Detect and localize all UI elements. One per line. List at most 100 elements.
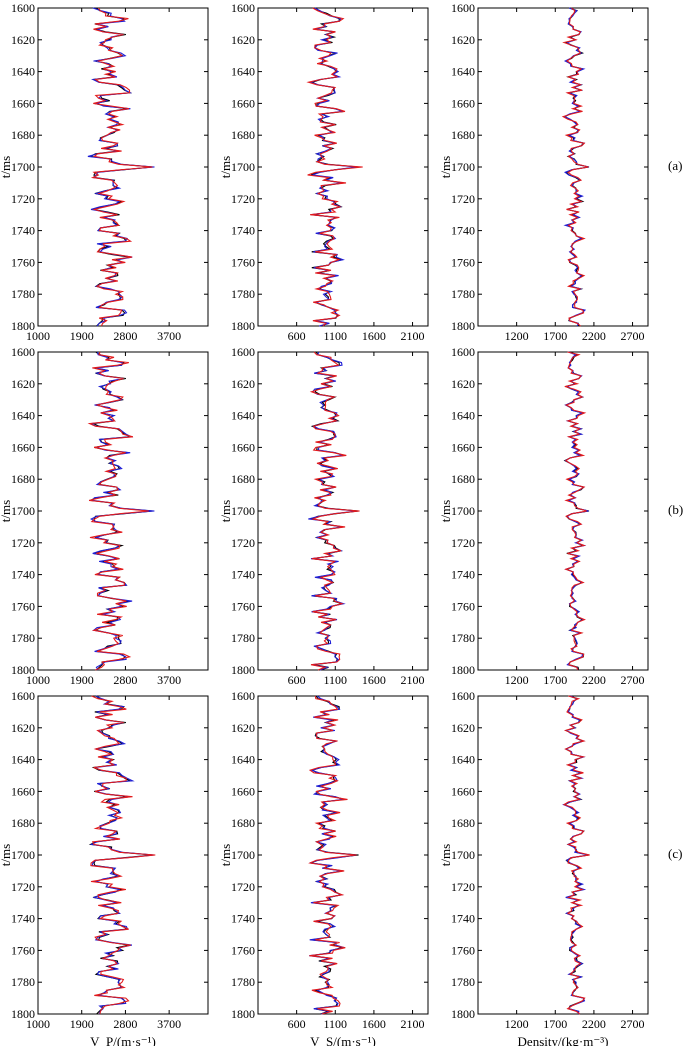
x-tick-label: 1100 (323, 1017, 347, 1031)
y-tick-label: 1780 (231, 287, 255, 301)
y-tick-label: 1600 (11, 689, 35, 703)
series-red (306, 7, 363, 327)
y-tick-label: 1780 (231, 631, 255, 645)
panel-frame (477, 7, 649, 327)
y-tick-label: 1740 (11, 224, 35, 238)
y-tick-label: 1640 (451, 409, 475, 423)
y-axis-label: t/ms (218, 156, 233, 178)
x-tick-label: 1200 (505, 329, 529, 343)
panel-r0-c2: 1600 1620 1640 1660 1680 1700 1720 1740 1760 1780… (438, 1, 649, 343)
y-tick-label: 1760 (231, 943, 255, 957)
x-tick-label: 2100 (401, 329, 425, 343)
y-tick-label: 1780 (11, 975, 35, 989)
y-tick-label: 1620 (451, 721, 475, 735)
x-tick-label: 2800 (113, 1017, 137, 1031)
x-tick-label: 1200 (505, 673, 529, 687)
panel-frame (257, 351, 429, 671)
x-tick-label: 2200 (582, 1017, 606, 1031)
y-tick-label: 1740 (231, 912, 255, 926)
y-tick-label: 1740 (11, 568, 35, 582)
y-tick-label: 1680 (451, 472, 475, 486)
series-red (562, 695, 590, 1015)
y-tick-label: 1740 (451, 224, 475, 238)
y-tick-label: 1700 (231, 504, 255, 518)
y-tick-label: 1780 (451, 975, 475, 989)
y-axis-label: t/ms (438, 844, 453, 866)
y-tick-label: 1600 (231, 1, 255, 15)
y-tick-label: 1780 (231, 975, 255, 989)
x-tick-label: 1900 (70, 673, 94, 687)
y-tick-label: 1600 (11, 345, 35, 359)
x-tick-label: 2200 (582, 673, 606, 687)
y-axis-label: t/ms (0, 844, 13, 866)
y-tick-label: 1600 (451, 689, 475, 703)
y-tick-label: 1800 (231, 663, 255, 677)
y-tick-label: 1720 (11, 536, 35, 550)
y-tick-label: 1720 (11, 880, 35, 894)
y-tick-label: 1800 (11, 663, 35, 677)
y-tick-label: 1780 (451, 631, 475, 645)
y-tick-label: 1620 (11, 377, 35, 391)
y-tick-label: 1800 (451, 663, 475, 677)
x-tick-label: 600 (288, 673, 306, 687)
series-blue (308, 7, 357, 327)
y-tick-label: 1700 (451, 848, 475, 862)
x-tick-label: 2700 (621, 673, 645, 687)
y-tick-label: 1720 (11, 192, 35, 206)
panel-r2-c2: 1600 1620 1640 1660 1680 1700 1720 1740 1760 1780… (438, 689, 649, 1046)
panel-r2-c1: 1600 1620 1640 1660 1680 1700 1720 1740 1760 1780… (218, 689, 429, 1046)
x-axis-label: V_S/(m·s⁻¹) (310, 1034, 376, 1046)
y-tick-label: 1740 (451, 568, 475, 582)
y-tick-label: 1760 (231, 255, 255, 269)
x-tick-label: 1700 (543, 673, 567, 687)
y-tick-label: 1740 (231, 568, 255, 582)
y-tick-label: 1620 (231, 33, 255, 47)
x-tick-label: 2800 (113, 673, 137, 687)
y-tick-label: 1660 (451, 440, 475, 454)
panel-r1-c1: 1600 1620 1640 1660 1680 1700 1720 1740 1760 1780… (218, 345, 429, 687)
panel-r2-c0: 1600 1620 1640 1660 1680 1700 1720 1740 1760 1780… (0, 689, 209, 1046)
x-tick-label: 2200 (582, 329, 606, 343)
y-tick-label: 1700 (11, 160, 35, 174)
x-tick-label: 3700 (157, 329, 181, 343)
y-tick-label: 1700 (451, 504, 475, 518)
panel-frame (477, 351, 649, 671)
y-tick-label: 1660 (231, 784, 255, 798)
x-tick-label: 3700 (157, 673, 181, 687)
x-tick-label: 1900 (70, 329, 94, 343)
y-tick-label: 1660 (231, 96, 255, 110)
y-tick-label: 1720 (231, 536, 255, 550)
y-tick-label: 1700 (231, 848, 255, 862)
y-tick-label: 1660 (11, 440, 35, 454)
y-tick-label: 1800 (451, 319, 475, 333)
x-tick-label: 1000 (26, 673, 50, 687)
x-tick-label: 600 (288, 329, 306, 343)
x-tick-label: 1000 (26, 1017, 50, 1031)
y-tick-label: 1640 (11, 65, 35, 79)
y-tick-label: 1680 (451, 128, 475, 142)
panel-r0-c0: 1600 1620 1640 1660 1680 1700 1720 1740 1760 1780… (0, 1, 209, 343)
x-tick-label: 1600 (362, 1017, 386, 1031)
series-red (90, 695, 156, 1015)
series-blue (308, 351, 357, 671)
series-red (309, 351, 360, 671)
y-tick-label: 1620 (451, 33, 475, 47)
y-tick-label: 1780 (451, 287, 475, 301)
x-tick-label: 1600 (362, 329, 386, 343)
y-tick-label: 1720 (231, 192, 255, 206)
y-tick-label: 1700 (11, 504, 35, 518)
y-tick-label: 1720 (451, 880, 475, 894)
x-tick-label: 3700 (157, 1017, 181, 1031)
series-red (561, 7, 589, 327)
y-tick-label: 1760 (231, 599, 255, 613)
y-tick-label: 1680 (11, 816, 35, 830)
y-axis-label: t/ms (218, 500, 233, 522)
y-axis-label: t/ms (438, 500, 453, 522)
x-tick-label: 1100 (323, 673, 347, 687)
x-tick-label: 1600 (362, 673, 386, 687)
x-tick-label: 1000 (26, 329, 50, 343)
y-tick-label: 1780 (11, 287, 35, 301)
y-tick-label: 1700 (11, 848, 35, 862)
x-axis-label: V_P/(m·s⁻¹) (90, 1034, 156, 1046)
